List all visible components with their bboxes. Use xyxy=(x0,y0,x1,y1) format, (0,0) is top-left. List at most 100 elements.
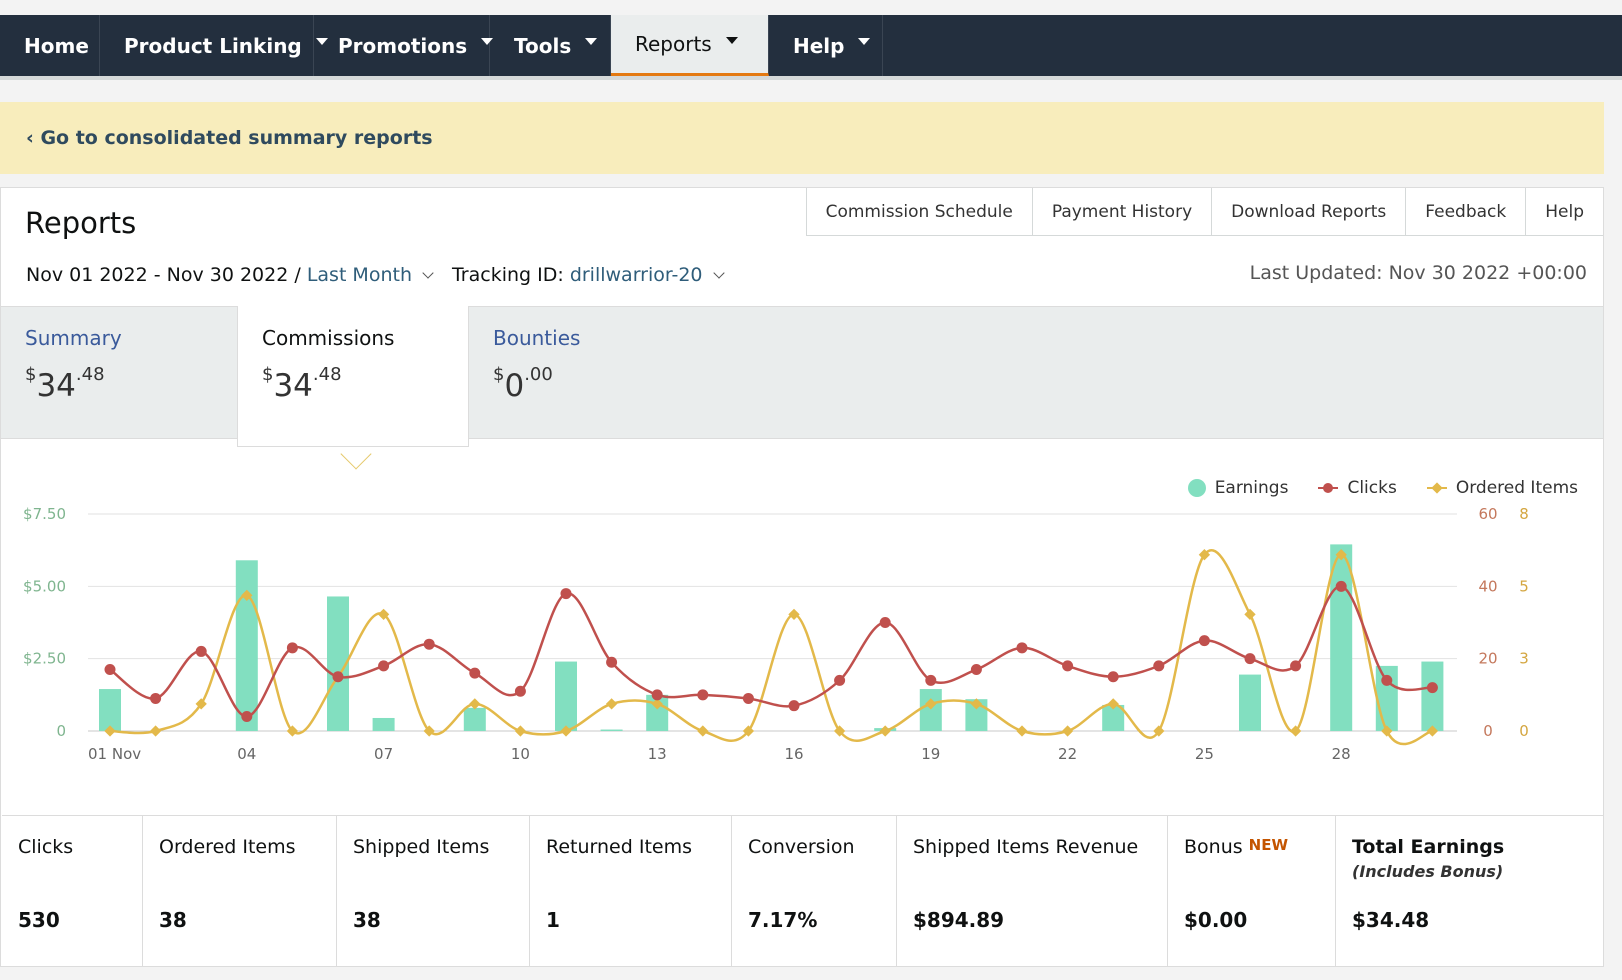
tab-summary[interactable]: Summary $34.48 xyxy=(1,306,237,439)
amount-cents: .00 xyxy=(524,364,553,385)
stats-row: Clicks 530 Ordered Items 38 Shipped Item… xyxy=(2,815,1604,967)
nav-home-label: Home xyxy=(24,33,89,58)
clicks-line xyxy=(109,585,1433,718)
last-updated: Last Updated: Nov 30 2022 +00:00 xyxy=(1249,262,1587,284)
ordered-items-point xyxy=(970,698,983,710)
clicks-point xyxy=(378,660,390,672)
new-badge: NEW xyxy=(1248,836,1289,854)
clicks-point xyxy=(606,656,618,668)
help-link[interactable]: Help xyxy=(1545,201,1584,222)
tracking-label: Tracking ID: xyxy=(451,264,564,286)
ordered-items-point xyxy=(423,725,435,737)
nav-help[interactable]: Help xyxy=(769,15,883,76)
caret-down-icon xyxy=(315,38,328,45)
legend-earnings[interactable]: Earnings xyxy=(1187,478,1288,498)
tab-summary-amount: $34.48 xyxy=(25,364,237,404)
y-right-ordered-tick-label: 5 xyxy=(1519,577,1529,595)
clicks-point xyxy=(1381,674,1393,686)
ordered-items-swatch xyxy=(1426,482,1447,494)
stat-sublabel: (Includes Bonus) xyxy=(1352,862,1504,881)
x-tick-label: 25 xyxy=(1195,745,1214,763)
ordered-items-point xyxy=(1061,725,1074,737)
legend-clicks[interactable]: Clicks xyxy=(1318,478,1397,498)
stat-value: 530 xyxy=(18,908,60,932)
currency-symbol: $ xyxy=(262,364,274,385)
ordered-items-marker xyxy=(1431,482,1443,494)
earnings-bar xyxy=(372,717,395,731)
x-tick-label: 19 xyxy=(921,745,940,763)
clicks-point xyxy=(879,617,891,628)
amount-whole: 0 xyxy=(504,368,525,404)
stat-conversion: Conversion 7.17% xyxy=(732,816,897,967)
ordered-items-line xyxy=(109,549,1433,746)
clicks-point xyxy=(469,667,481,679)
date-range: Nov 01 2022 - Nov 30 2022 / xyxy=(26,264,301,286)
earnings-bar xyxy=(99,689,121,731)
y-right-clicks-tick-label: 60 xyxy=(1478,505,1497,523)
nav-promotions[interactable]: Promotions xyxy=(314,15,494,76)
stat-ordered-items: Ordered Items 38 xyxy=(143,816,337,967)
clicks-point xyxy=(1244,653,1256,665)
ordered-items-point xyxy=(925,698,937,710)
stat-bonus: Bonus NEW $0.00 xyxy=(1168,816,1336,967)
nav-divider xyxy=(0,76,1622,80)
y-right-ordered-tick-label: 3 xyxy=(1519,650,1529,668)
clicks-point xyxy=(697,689,709,701)
reports-panel: Reports Commission Schedule Payment Hist… xyxy=(0,187,1604,967)
chevron-down-icon[interactable] xyxy=(712,267,725,279)
clicks-point xyxy=(742,692,754,704)
earnings-bar xyxy=(1421,661,1444,731)
period-dropdown[interactable]: Last Month xyxy=(306,264,412,286)
stat-value: 7.17% xyxy=(748,908,818,932)
nav-tools-label: Tools xyxy=(514,33,572,58)
nav-tools[interactable]: Tools xyxy=(490,15,611,76)
y-left-tick-label: $7.50 xyxy=(23,505,66,523)
ordered-items-point xyxy=(833,725,846,737)
clicks-point xyxy=(925,674,937,686)
amount-cents: .48 xyxy=(312,364,342,385)
ordered-items-point xyxy=(469,698,481,710)
reports-subnav: Commission Schedule Payment History Down… xyxy=(805,188,1603,236)
stat-label: Bonus NEW xyxy=(1184,836,1335,858)
x-tick-label: 16 xyxy=(784,745,803,763)
stat-shipped-items: Shipped Items 38 xyxy=(337,816,530,967)
x-tick-label: 10 xyxy=(511,745,530,763)
consolidated-summary-link[interactable]: ‹ Go to consolidated summary reports xyxy=(26,127,433,149)
ordered-items-point xyxy=(651,698,663,710)
tab-bounties[interactable]: Bounties $0.00 xyxy=(469,306,709,439)
ordered-items-point xyxy=(1289,725,1302,737)
page-title: Reports xyxy=(25,206,137,240)
chart-canvas: 0 0 0 $2.50 20 3 $5.00 40 5 $7.50 60 8 01 Nov 04 07 10 1… xyxy=(23,505,1529,763)
y-right-clicks-tick-label: 20 xyxy=(1478,650,1497,668)
earnings-bar xyxy=(1330,544,1353,731)
tab-commissions-label: Commissions xyxy=(262,326,395,350)
tracking-id-dropdown[interactable]: drillwarrior-20 xyxy=(569,264,703,286)
ordered-items-point xyxy=(697,725,709,737)
stat-label: Shipped Items xyxy=(353,836,490,858)
clicks-point xyxy=(834,674,846,686)
clicks-point xyxy=(1107,671,1119,683)
stat-clicks: Clicks 530 xyxy=(2,816,143,967)
chart-legend: Earnings Clicks Ordered Items xyxy=(1158,478,1578,498)
currency-symbol: $ xyxy=(493,364,505,385)
earnings-bar xyxy=(600,729,623,731)
clicks-marker xyxy=(1323,483,1334,493)
clicks-point xyxy=(970,664,982,676)
download-reports-link[interactable]: Download Reports xyxy=(1212,188,1407,235)
nav-reports[interactable]: Reports xyxy=(611,15,769,76)
tab-commissions[interactable]: Commissions $34.48 xyxy=(237,306,469,447)
stat-bonus-label: Bonus xyxy=(1184,836,1243,858)
commission-schedule-link[interactable]: Commission Schedule xyxy=(807,188,1033,235)
feedback-link[interactable]: Feedback xyxy=(1406,188,1527,235)
nav-home[interactable]: Home xyxy=(0,15,100,76)
earnings-bar xyxy=(1239,674,1261,731)
stat-value: $894.89 xyxy=(913,908,1005,932)
x-tick-label: 01 Nov xyxy=(88,745,141,763)
nav-promotions-label: Promotions xyxy=(338,33,468,58)
legend-ordered-items[interactable]: Ordered Items xyxy=(1426,478,1578,498)
payment-history-link[interactable]: Payment History xyxy=(1033,188,1213,235)
nav-product-linking[interactable]: Product Linking xyxy=(100,15,328,76)
stat-label: Total Earnings xyxy=(1352,836,1505,858)
chevron-down-icon[interactable] xyxy=(422,267,434,279)
stat-label: Conversion xyxy=(748,836,855,858)
